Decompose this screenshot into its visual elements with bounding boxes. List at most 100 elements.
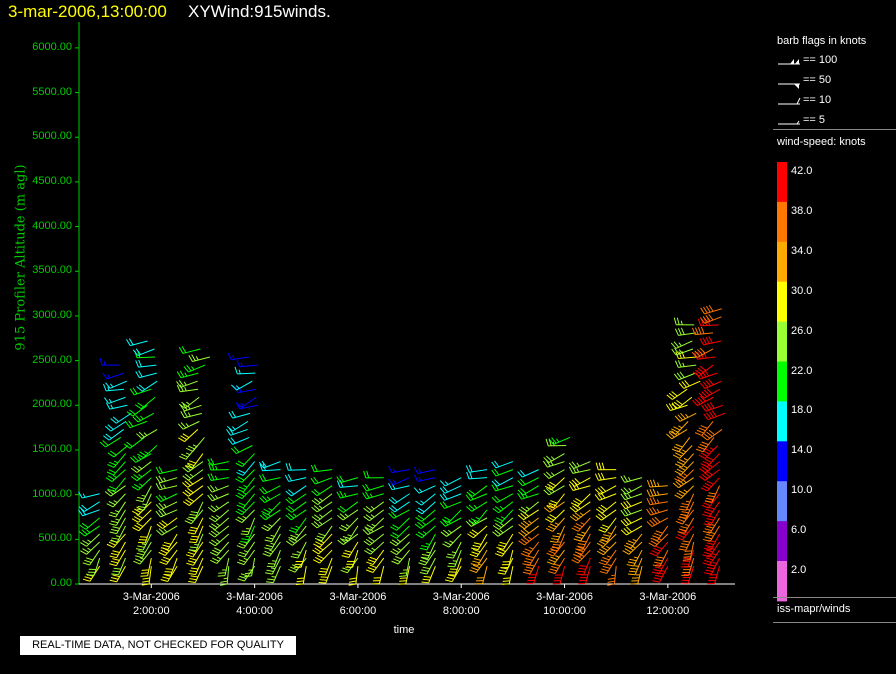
wind-barb — [627, 557, 643, 576]
x-tick-time: 6:00:00 — [339, 605, 377, 617]
wind-barb — [492, 501, 514, 514]
barb-legend-item: == 5 — [803, 114, 826, 126]
wind-barb — [155, 493, 178, 503]
wind-barb — [599, 557, 617, 574]
wind-barb — [475, 566, 488, 585]
wind-barb — [155, 501, 178, 511]
wind-barb — [208, 533, 230, 547]
wind-barb — [135, 359, 157, 368]
x-tick-date: 3-Mar-2006 — [639, 591, 697, 603]
wind-barb — [136, 428, 158, 440]
y-tick-label: 5500.00 — [32, 85, 72, 98]
wind-barb — [691, 347, 714, 358]
wind-barb — [545, 509, 565, 523]
wind-barb — [226, 428, 248, 436]
wind-barb — [526, 565, 540, 584]
wind-barb — [188, 525, 204, 544]
wind-barb — [390, 541, 410, 556]
wind-barb — [569, 509, 591, 522]
wind-barb — [468, 509, 488, 525]
wind-barb — [651, 557, 669, 575]
wind-barb — [518, 517, 540, 530]
wind-barb — [265, 557, 281, 575]
wind-barb — [677, 517, 695, 534]
wind-barb — [700, 453, 720, 468]
wind-barb — [398, 557, 411, 577]
x-tick-label: 3-Mar-2006 6:00:00 — [313, 590, 403, 618]
wind-barb — [671, 347, 694, 356]
x-tick-time: 10:00:00 — [543, 605, 586, 617]
wind-barb — [230, 445, 253, 455]
wind-barb — [86, 557, 101, 576]
wind-barb — [177, 420, 200, 430]
wind-barb — [105, 469, 126, 482]
colorbar-swatch — [777, 201, 787, 243]
wind-barb — [491, 477, 514, 487]
x-tick-date: 3-Mar-2006 — [226, 591, 284, 603]
wind-barb — [237, 549, 256, 566]
colorbar-label: 26.0 — [791, 324, 813, 337]
wind-barb — [231, 380, 253, 391]
wind-barb — [130, 453, 152, 463]
wind-barb — [259, 463, 281, 472]
wind-barb — [180, 410, 203, 419]
wind-barb — [669, 421, 689, 435]
wind-barb — [219, 566, 230, 586]
wind-barb — [466, 501, 488, 512]
y-tick-label: 3500.00 — [32, 264, 72, 277]
wind-barb — [130, 469, 152, 482]
wind-barb — [134, 396, 156, 410]
wind-barb — [546, 549, 565, 565]
wind-barb — [388, 465, 410, 474]
wind-barb — [517, 485, 539, 496]
wind-barb — [675, 351, 697, 360]
wind-barb — [111, 557, 126, 576]
x-tick-date: 3-Mar-2006 — [432, 591, 490, 603]
barb-legend-glyph — [778, 97, 801, 105]
wind-barb — [549, 525, 565, 543]
wind-barb — [311, 493, 333, 506]
y-tick-label: 6000.00 — [32, 40, 72, 53]
wind-barb — [594, 485, 617, 495]
wind-barb — [363, 533, 385, 546]
wind-barb — [570, 493, 591, 507]
wind-barb — [178, 429, 199, 443]
y-tick-label: 2500.00 — [32, 353, 72, 366]
wind-barb — [699, 461, 720, 474]
wind-barb — [703, 525, 720, 542]
wind-barb — [517, 509, 539, 521]
x-tick-label: 3-Mar-2006 2:00:00 — [106, 590, 196, 618]
wind-barb — [389, 533, 410, 547]
wind-barb — [109, 509, 126, 526]
wind-barb — [227, 352, 250, 361]
wind-barb — [522, 557, 540, 575]
wind-barb — [182, 469, 204, 481]
wind-barb — [259, 493, 281, 504]
wind-barb — [186, 437, 205, 452]
wind-barb — [123, 437, 145, 449]
wind-barb — [681, 565, 695, 584]
wind-barb — [107, 445, 129, 458]
wind-barb — [445, 541, 462, 559]
wind-barb — [155, 482, 178, 491]
wind-barb — [208, 517, 230, 531]
x-tick-label: 3-Mar-2006 12:00:00 — [623, 590, 713, 618]
wind-barb — [622, 541, 643, 555]
barb-legend-item: == 10 — [803, 94, 832, 106]
wind-barb — [236, 477, 256, 493]
wind-barb — [596, 541, 617, 556]
colorbar-label: 18.0 — [791, 404, 813, 417]
wind-barb — [701, 402, 723, 412]
wind-barb — [187, 517, 204, 535]
wind-barb — [678, 533, 695, 551]
wind-barb — [99, 357, 121, 366]
wind-barb — [188, 533, 204, 552]
wind-barb — [109, 541, 126, 559]
y-tick-label: 1500.00 — [32, 442, 72, 455]
wind-barb — [160, 565, 178, 582]
wind-barb — [234, 366, 256, 375]
barb-legend-glyph — [778, 83, 800, 89]
wind-barb — [106, 461, 126, 476]
wind-barb — [543, 469, 565, 479]
